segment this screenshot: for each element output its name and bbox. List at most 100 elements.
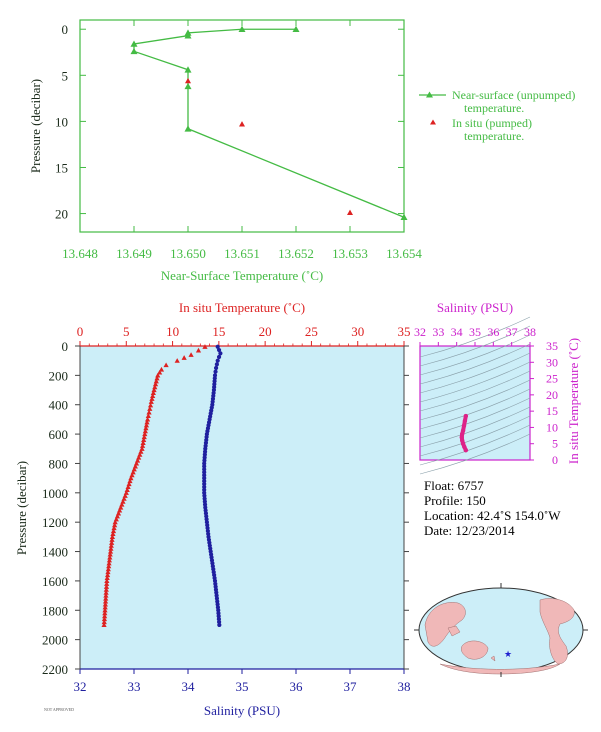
temperature-profile-point xyxy=(103,592,109,598)
salinity-tick-label: 32 xyxy=(74,679,87,694)
salinity-profile-point xyxy=(202,487,207,492)
ts-x-tick-label: 33 xyxy=(432,325,444,339)
temperature-profile-point xyxy=(103,587,109,592)
temperature-profile-point xyxy=(154,375,160,381)
salinity-profile-point xyxy=(202,484,207,490)
temperature-profile-point xyxy=(140,440,146,445)
temperature-profile-point xyxy=(144,416,151,422)
near-surface-x-axis-label: Near-Surface Temperature (˚C) xyxy=(161,268,323,283)
near-surface-y-tick-label: 10 xyxy=(55,114,68,129)
temperature-profile-point xyxy=(110,528,117,534)
ts-isopycnal-curve xyxy=(419,361,531,403)
temperature-tick-label: 15 xyxy=(212,324,225,339)
temperature-profile-point xyxy=(152,381,159,387)
pressure-tick-label: 0 xyxy=(62,339,69,354)
temperature-profile-point xyxy=(107,554,113,560)
near-surface-x-tick-label: 13.648 xyxy=(62,246,98,261)
salinity-profile-point xyxy=(202,481,207,487)
near-surface-x-tick-label: 13.652 xyxy=(278,246,314,261)
ts-isopycnal-curve xyxy=(419,316,531,358)
ts-isopycnal-curve xyxy=(419,343,531,385)
map-asia-landmass xyxy=(424,602,466,647)
footer-note: NOT APPROVED xyxy=(44,707,75,712)
near-surface-x-tick-label: 13.650 xyxy=(170,246,206,261)
unpumped-temperature-point xyxy=(184,125,192,132)
temperature-profile-point xyxy=(102,607,108,613)
salinity-profile-point xyxy=(213,369,218,374)
temperature-profile-point xyxy=(151,387,157,393)
legend-unpumped-line2: temperature. xyxy=(464,101,524,115)
temperature-profile-point xyxy=(147,406,153,411)
ts-x-axis-label: Salinity (PSU) xyxy=(437,300,513,315)
ts-y-tick-label: 5 xyxy=(552,437,558,451)
temperature-profile-point xyxy=(141,437,147,443)
temperature-profile-point xyxy=(149,396,155,401)
near-surface-x-tick-label: 13.654 xyxy=(386,246,422,261)
temperature-profile-point xyxy=(104,578,110,583)
unpumped-temperature-point xyxy=(184,66,192,73)
profile-y-axis-label: Pressure (decibar) xyxy=(14,461,29,555)
near-surface-x-tick-label: 13.651 xyxy=(224,246,260,261)
temperature-tick-label: 10 xyxy=(166,324,179,339)
legend-red-triangle-swatch xyxy=(430,119,436,125)
profile-chart: 0 5 10 15 20 25 30 35 32 33 34 35 36 37 38 0 200 400 600… xyxy=(14,300,411,718)
pressure-tick-label: 400 xyxy=(49,398,69,413)
float-id: Float: 6757 xyxy=(424,478,484,493)
temperature-profile-point xyxy=(106,563,112,569)
float-info-panel: Float: 6757 Profile: 150 Location: 42.4˚… xyxy=(424,478,560,538)
ts-isopycnal-curve xyxy=(419,433,531,475)
temperature-profile-point xyxy=(103,590,109,595)
temperature-profile-point xyxy=(102,601,108,607)
near-surface-y-axis-label: Pressure (decibar) xyxy=(28,79,43,173)
legend-pumped-line1: In situ (pumped) xyxy=(452,116,532,130)
ts-isopycnal-curve xyxy=(419,325,531,367)
ts-isopycnal-curve xyxy=(419,406,531,448)
temperature-profile-point xyxy=(112,519,118,525)
ts-x-tick-label: 35 xyxy=(469,325,481,339)
salinity-tick-label: 36 xyxy=(290,679,304,694)
temperature-tick-label: 5 xyxy=(123,324,130,339)
ts-isopycnal-curve xyxy=(419,370,531,412)
ts-point xyxy=(459,431,465,437)
unpumped-temperature-point xyxy=(292,25,300,33)
temperature-profile-point xyxy=(109,540,115,545)
temperature-profile-point xyxy=(148,399,154,404)
unpumped-temperature-point xyxy=(184,82,192,90)
temperature-profile-point xyxy=(155,372,161,378)
temperature-profile-point xyxy=(108,543,114,548)
temperature-profile-point xyxy=(109,534,115,539)
temperature-profile-point xyxy=(107,551,113,557)
temperature-axis-label: In situ Temperature (˚C) xyxy=(179,300,305,315)
near-surface-y-tick-label: 0 xyxy=(62,22,69,37)
temperature-profile-point xyxy=(111,525,117,531)
pressure-tick-label: 2200 xyxy=(42,662,68,677)
ts-y-tick-label: 30 xyxy=(546,355,558,369)
ts-isopycnal-lines xyxy=(419,316,531,475)
ts-point xyxy=(462,418,468,424)
salinity-profile-point xyxy=(202,467,207,472)
ts-isopycnal-curve xyxy=(419,379,531,421)
near-surface-y-tick-label: 20 xyxy=(55,207,68,222)
ts-diagram: 32 33 34 35 36 37 38 0 5 10 15 20 25 30 35 Salinity (… xyxy=(414,300,581,475)
temperature-profile-point xyxy=(146,409,152,415)
pressure-tick-label: 1000 xyxy=(42,486,68,501)
temperature-profile-point xyxy=(150,390,156,396)
legend-triangle-swatch xyxy=(426,91,433,98)
temperature-profile-point xyxy=(101,622,107,628)
salinity-profile-point xyxy=(218,351,223,356)
temperature-profile-point xyxy=(202,344,208,349)
temperature-profile-point xyxy=(144,419,150,425)
salinity-profile-point xyxy=(216,354,222,360)
temperature-profile-point xyxy=(142,431,148,437)
salinity-profile-point xyxy=(202,473,207,478)
pumped-temperature-point xyxy=(185,77,191,84)
ts-isopycnal-curve xyxy=(419,334,531,376)
ts-point xyxy=(463,413,469,419)
temperature-profile-point xyxy=(104,581,110,586)
temperature-profile-point xyxy=(101,619,107,625)
temperature-profile-point xyxy=(142,428,148,434)
salinity-profile-point xyxy=(215,358,220,363)
temperature-profile-point xyxy=(153,378,159,384)
pressure-tick-label: 1600 xyxy=(42,574,68,589)
pressure-tick-label: 200 xyxy=(49,368,69,383)
